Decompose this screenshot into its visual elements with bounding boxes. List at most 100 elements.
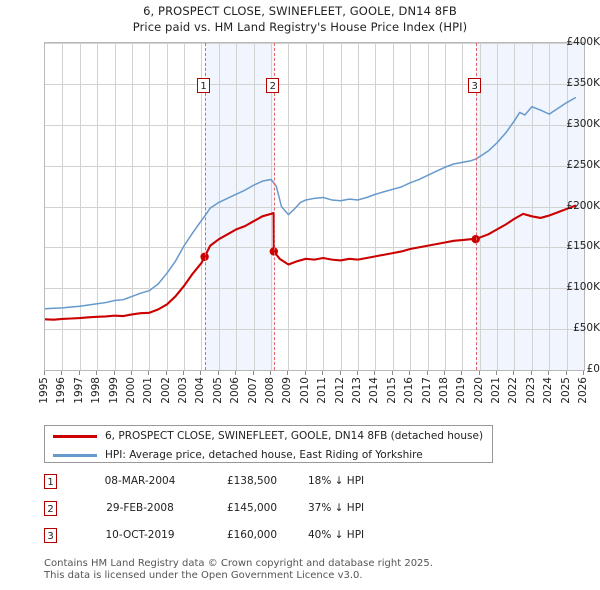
- x-axis-tick-label: 2025: [559, 377, 572, 404]
- x-axis-tick-label: 2002: [159, 377, 172, 404]
- gridline-vertical: [288, 43, 289, 370]
- x-axis-tick-label: 2019: [455, 377, 468, 404]
- legend-label: 6, PROSPECT CLOSE, SWINEFLEET, GOOLE, DN…: [105, 430, 484, 442]
- chart-legend: 6, PROSPECT CLOSE, SWINEFLEET, GOOLE, DN…: [44, 425, 493, 463]
- x-axis-tick-label: 1998: [90, 377, 103, 404]
- event-badge-2[interactable]: 2: [266, 78, 280, 93]
- hpi-delta: 18% ↓ HPI: [308, 475, 365, 487]
- event-line-3: [475, 43, 477, 370]
- gridline-vertical: [497, 43, 498, 370]
- gridline-horizontal: [45, 329, 584, 330]
- x-axis-tick: [79, 371, 80, 375]
- plot-area: [44, 42, 585, 371]
- event-badge-1[interactable]: 1: [197, 78, 211, 93]
- gridline-vertical: [428, 43, 429, 370]
- gridline-vertical: [514, 43, 515, 370]
- row-badge[interactable]: 3: [44, 528, 57, 543]
- event-line-1: [204, 43, 206, 370]
- gridline-vertical: [271, 43, 272, 370]
- gridline-vertical: [462, 43, 463, 370]
- y-axis-tick-label: £350K: [566, 76, 600, 89]
- x-axis-tick-label: 2006: [229, 377, 242, 404]
- x-axis-tick-label: 2016: [403, 377, 416, 404]
- gridline-vertical: [375, 43, 376, 370]
- row-badge[interactable]: 1: [44, 474, 57, 489]
- event-line-2: [273, 43, 275, 370]
- hpi-delta: 40% ↓ HPI: [308, 529, 365, 541]
- gridline-horizontal: [45, 207, 584, 208]
- gridline-vertical: [445, 43, 446, 370]
- x-axis-tick: [583, 371, 584, 375]
- x-axis-tick: [305, 371, 306, 375]
- gridline-horizontal: [45, 43, 584, 44]
- x-axis-tick-label: 1997: [72, 377, 85, 404]
- gridline-horizontal: [45, 288, 584, 289]
- gridline-horizontal: [45, 166, 584, 167]
- y-axis-tick-label: £200K: [566, 199, 600, 212]
- hpi-delta: 37% ↓ HPI: [308, 502, 365, 514]
- x-axis-tick-label: 2015: [385, 377, 398, 404]
- x-axis-tick: [183, 371, 184, 375]
- y-axis-tick-label: £0: [586, 363, 600, 375]
- x-axis-tick: [218, 371, 219, 375]
- gridline-vertical: [115, 43, 116, 370]
- page-title: 6, PROSPECT CLOSE, SWINEFLEET, GOOLE, DN…: [0, 3, 600, 35]
- x-axis-tick-label: 2026: [577, 377, 589, 404]
- x-axis-tick-label: 2007: [246, 377, 259, 404]
- sale-point-marker[interactable]: [269, 247, 279, 256]
- gridline-vertical: [393, 43, 394, 370]
- x-axis-tick: [148, 371, 149, 375]
- x-axis-tick: [270, 371, 271, 375]
- legend-color-swatch: [53, 454, 97, 457]
- gridline-vertical: [80, 43, 81, 370]
- highlight-band-2: [475, 43, 584, 370]
- legend-label: HPI: Average price, detached house, East…: [105, 449, 423, 461]
- x-axis-tick-label: 1999: [107, 377, 120, 404]
- title-line-1: 6, PROSPECT CLOSE, SWINEFLEET, GOOLE, DN…: [143, 4, 457, 18]
- gridline-vertical: [219, 43, 220, 370]
- x-axis-tick: [374, 371, 375, 375]
- x-axis-tick-label: 2010: [298, 377, 311, 404]
- x-axis-tick: [235, 371, 236, 375]
- series-line: [45, 97, 577, 310]
- x-axis-tick-label: 1995: [38, 377, 50, 404]
- table-row: 3 10-OCT-2019 £160,000 40% ↓ HPI: [44, 526, 514, 553]
- footer-attribution: Contains HM Land Registry data © Crown c…: [44, 558, 584, 582]
- sale-date: 29-FEB-2008: [106, 502, 174, 514]
- x-axis-tick-label: 2013: [350, 377, 363, 404]
- gridline-vertical: [184, 43, 185, 370]
- row-badge[interactable]: 2: [44, 501, 57, 516]
- legend-item-1: 6, PROSPECT CLOSE, SWINEFLEET, GOOLE, DN…: [45, 427, 492, 445]
- chart-container: £0 £50K £100K £150K £200K £250K £300K £350K £400…: [0, 36, 600, 404]
- highlight-band-1: [204, 43, 274, 370]
- gridline-vertical: [410, 43, 411, 370]
- gridline-vertical: [480, 43, 481, 370]
- footer-line-1: Contains HM Land Registry data © Crown c…: [44, 558, 433, 569]
- gridline-vertical: [306, 43, 307, 370]
- x-axis-tick: [444, 371, 445, 375]
- table-row: 1 08-MAR-2004 £138,500 18% ↓ HPI: [44, 472, 514, 499]
- sale-price: £138,500: [226, 475, 278, 487]
- x-axis-tick-label: 2005: [211, 377, 224, 404]
- x-axis-tick-label: 2020: [472, 377, 485, 404]
- event-badge-3[interactable]: 3: [468, 78, 482, 93]
- x-axis-tick: [531, 371, 532, 375]
- x-axis-tick: [427, 371, 428, 375]
- x-axis-tick-label: 2024: [542, 377, 555, 404]
- gridline-vertical: [97, 43, 98, 370]
- x-axis-tick-label: 2001: [142, 377, 155, 404]
- x-axis-tick-label: 2011: [316, 377, 329, 404]
- y-axis-tick-label: £250K: [566, 158, 600, 171]
- x-axis-tick: [287, 371, 288, 375]
- x-axis-tick: [200, 371, 201, 375]
- x-axis-tick-label: 2012: [333, 377, 346, 404]
- series-layer: [45, 97, 577, 321]
- gridline-vertical: [62, 43, 63, 370]
- gridline-vertical: [149, 43, 150, 370]
- legend-item-2: HPI: Average price, detached house, East…: [45, 446, 492, 464]
- x-axis-tick: [166, 371, 167, 375]
- gridline-vertical: [358, 43, 359, 370]
- x-axis-tick: [392, 371, 393, 375]
- gridline-vertical: [532, 43, 533, 370]
